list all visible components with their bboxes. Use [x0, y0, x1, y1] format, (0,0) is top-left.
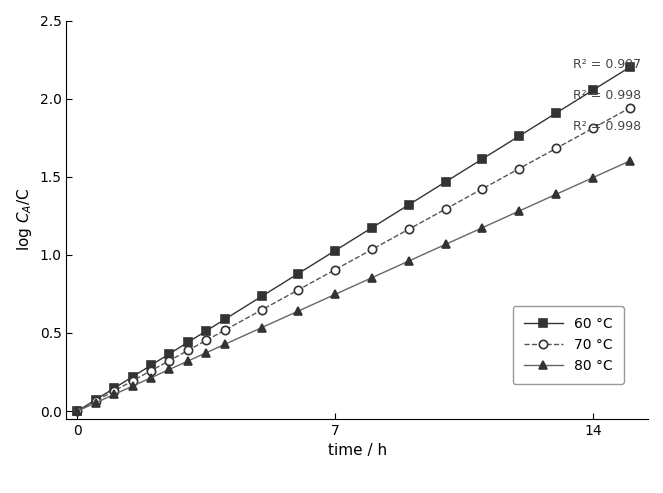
- Text: R² = 0.997: R² = 0.997: [573, 58, 640, 70]
- Text: R² = 0.998: R² = 0.998: [573, 89, 640, 102]
- Y-axis label: log $C_A$/C: log $C_A$/C: [15, 188, 34, 251]
- X-axis label: time / h: time / h: [328, 443, 387, 458]
- Text: R² = 0.998: R² = 0.998: [573, 120, 640, 133]
- Legend: 60 °C, 70 °C, 80 °C: 60 °C, 70 °C, 80 °C: [512, 306, 624, 384]
